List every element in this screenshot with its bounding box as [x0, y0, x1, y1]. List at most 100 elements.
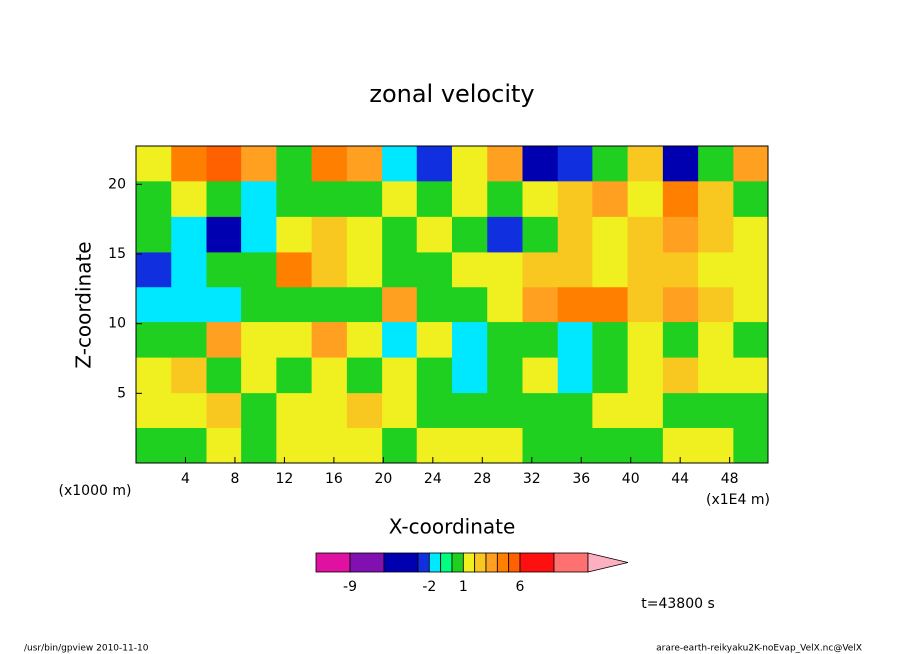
x-unit-label: (x1E4 m) [706, 492, 770, 508]
colorbar-extension [587, 552, 629, 573]
x-tick-label: 36 [572, 471, 590, 487]
field-cell [171, 357, 207, 394]
field-cell [557, 321, 593, 358]
field-cell [698, 146, 734, 182]
field-cell [171, 146, 207, 182]
field-cell [627, 146, 664, 182]
field-cell [136, 216, 172, 253]
colorbar-box [496, 552, 510, 573]
field-cell [382, 146, 418, 182]
field-cell [522, 357, 559, 394]
field-cell [346, 321, 383, 358]
field-cell [557, 392, 593, 428]
colorbar-tick-label: 6 [516, 579, 525, 595]
colorbar-tick-label: 1 [459, 579, 468, 595]
x-tick-label: 16 [325, 471, 343, 487]
field-cell [276, 392, 313, 428]
y-tick-label: 5 [117, 385, 126, 401]
field-cell [522, 392, 559, 428]
field-cell [522, 286, 559, 323]
field-cell [662, 146, 699, 182]
field-cell [416, 357, 453, 394]
field-cell [346, 180, 383, 217]
field-cell [241, 357, 277, 394]
colorbar-tick-label: -2 [422, 579, 436, 595]
field-cell [171, 321, 207, 358]
x-tick-label: 20 [374, 471, 392, 487]
field-cell [382, 216, 418, 253]
field-cell [733, 427, 768, 463]
field-cell [346, 251, 383, 288]
field-cell [452, 321, 488, 358]
field-cell [276, 251, 313, 288]
field-cell [136, 146, 172, 182]
field [136, 146, 768, 463]
field-cell [382, 251, 418, 288]
field-cell [733, 321, 768, 358]
field-cell [487, 427, 523, 463]
field-cell [698, 286, 734, 323]
field-cell [487, 286, 523, 323]
field-cell [311, 180, 348, 217]
field-cell [276, 286, 313, 323]
field-cell [382, 357, 418, 394]
colorbar-box [519, 552, 555, 573]
field-cell [487, 216, 523, 253]
field-cell [311, 321, 348, 358]
y-unit-label: (x1000 m) [59, 483, 132, 499]
field-cell [276, 146, 313, 182]
field-cell [311, 146, 348, 182]
field-cell [733, 286, 768, 323]
field-cell [698, 251, 734, 288]
field-cell [311, 251, 348, 288]
field-cell [416, 392, 453, 428]
field-cell [698, 427, 734, 463]
field-cell [136, 251, 172, 288]
field-cell [698, 357, 734, 394]
field-cell [487, 321, 523, 358]
y-axis-label: Z-coordinate [72, 241, 96, 368]
colorbar-box [349, 552, 385, 573]
field-cell [206, 146, 242, 182]
colorbar-box [462, 552, 476, 573]
field-cell [662, 357, 699, 394]
field-cell [452, 251, 488, 288]
field-cell [346, 216, 383, 253]
field-cell [627, 427, 664, 463]
colorbar-box [315, 552, 351, 573]
field-cell [592, 392, 629, 428]
field-cell [557, 357, 593, 394]
field-cell [241, 251, 277, 288]
field-cell [206, 357, 242, 394]
field-cell [416, 286, 453, 323]
field-cell [557, 251, 593, 288]
field-cell [382, 321, 418, 358]
colorbar-box [485, 552, 498, 573]
field-cell [592, 216, 629, 253]
field-cell [382, 180, 418, 217]
field-cell [241, 286, 277, 323]
field-cell [382, 427, 418, 463]
field-cell [416, 146, 453, 182]
field-cell [416, 427, 453, 463]
field-cell [276, 427, 313, 463]
field-cell [311, 357, 348, 394]
field-cell [733, 251, 768, 288]
field-cell [346, 357, 383, 394]
field-cell [136, 392, 172, 428]
field-cell [627, 180, 664, 217]
field-cell [487, 357, 523, 394]
field-cell [487, 251, 523, 288]
field-cell [171, 251, 207, 288]
field-cell [627, 321, 664, 358]
colorbar-tick-label: -9 [343, 579, 357, 595]
field-cell [733, 357, 768, 394]
field-cell [627, 286, 664, 323]
field-cell [627, 392, 664, 428]
field-cell [346, 392, 383, 428]
field-cell [206, 427, 242, 463]
field-cell [276, 216, 313, 253]
field-cell [557, 286, 593, 323]
field-cell [733, 146, 768, 182]
x-tick-label: 44 [671, 471, 689, 487]
